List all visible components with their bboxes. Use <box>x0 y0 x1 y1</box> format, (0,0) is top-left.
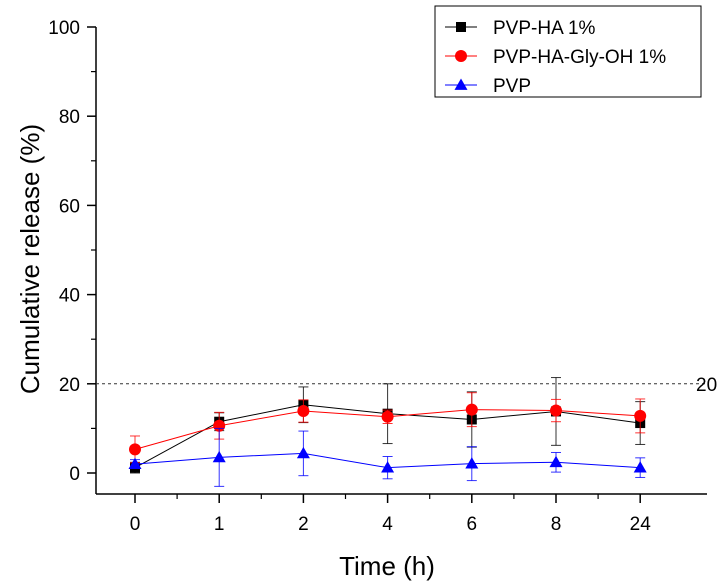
data-point <box>549 455 563 468</box>
legend-marker <box>455 50 467 62</box>
y-tick-label: 20 <box>59 375 80 396</box>
data-point <box>381 461 395 473</box>
x-tick-label: 2 <box>298 514 309 535</box>
legend-label: PVP <box>493 76 531 97</box>
data-point <box>381 410 394 423</box>
y-tick-label: 100 <box>48 18 80 39</box>
legend-item: PVP-HA-Gly-OH 1% <box>445 47 666 68</box>
legend-item: PVP-HA 1% <box>445 18 596 39</box>
y-tick-label: 40 <box>59 286 80 307</box>
legend: PVP-HA 1% PVP-HA-Gly-OH 1% PVP <box>434 5 702 98</box>
x-tick-label: 6 <box>467 514 478 535</box>
y-tick-label: 0 <box>69 464 80 485</box>
x-ticks: 0 1 2 4 6 8 24 <box>130 494 651 535</box>
legend-item: PVP <box>445 76 531 97</box>
legend-label: PVP-HA-Gly-OH 1% <box>493 47 666 68</box>
reference-line-label: 20 <box>696 375 717 396</box>
legend-box <box>434 5 702 98</box>
x-tick-label: 24 <box>630 514 652 535</box>
legend-label: PVP-HA 1% <box>493 18 596 39</box>
x-tick-label: 4 <box>382 514 393 535</box>
data-point <box>128 457 142 469</box>
data-point <box>633 461 647 473</box>
y-tick-label: 60 <box>59 196 80 217</box>
x-tick-label: 8 <box>551 514 562 535</box>
data-point <box>296 446 310 459</box>
reference-line-group: 20 <box>96 375 717 396</box>
series-1 <box>129 392 647 464</box>
series-2 <box>128 427 647 487</box>
data-point <box>297 405 310 418</box>
y-axis-label: Cumulative release (%) <box>15 124 45 394</box>
x-tick-label: 1 <box>214 514 225 535</box>
series-group <box>128 377 647 487</box>
y-ticks: 0 20 40 60 80 100 <box>48 18 96 485</box>
y-tick-label: 80 <box>59 107 80 128</box>
axes <box>95 27 707 495</box>
data-point <box>550 404 562 417</box>
data-point <box>129 443 141 456</box>
data-point <box>634 409 647 422</box>
data-point <box>465 403 478 416</box>
data-point <box>465 457 479 469</box>
x-axis-label: Time (h) <box>339 551 435 581</box>
data-point <box>212 450 226 463</box>
x-tick-label: 0 <box>130 514 141 535</box>
legend-marker <box>456 22 466 32</box>
legend-marker <box>454 78 468 90</box>
